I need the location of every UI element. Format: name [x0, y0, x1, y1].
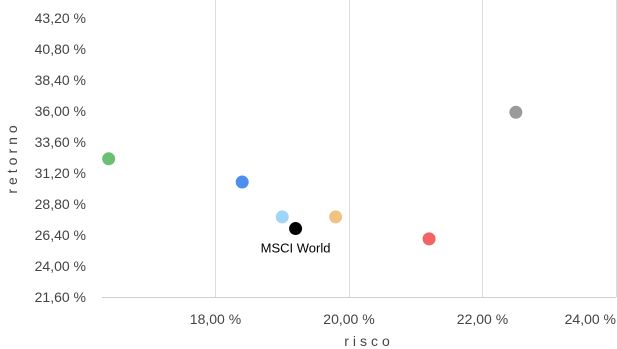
y-axis-ticks: 21,60 % 24,00 % 26,40 % 28,80 % 31,20 % 33,60…	[35, 10, 86, 305]
y-tick-label: 40,80 %	[35, 41, 86, 57]
x-tick-label: 18,00 %	[190, 311, 241, 327]
y-tick-label: 38,40 %	[35, 72, 86, 88]
data-point[interactable]	[509, 105, 523, 119]
data-point[interactable]	[422, 232, 436, 246]
data-points	[102, 105, 523, 246]
data-point[interactable]	[289, 222, 303, 236]
data-point-label: MSCI World	[261, 241, 331, 256]
point-labels: MSCI World	[261, 241, 331, 256]
y-tick-label: 28,80 %	[35, 196, 86, 212]
data-point[interactable]	[102, 152, 116, 166]
x-tick-label: 22,00 %	[457, 311, 508, 327]
data-point[interactable]	[329, 210, 343, 224]
x-axis-title: risco	[344, 333, 394, 349]
y-tick-label: 43,20 %	[35, 10, 86, 26]
y-tick-label: 26,40 %	[35, 227, 86, 243]
y-tick-label: 24,00 %	[35, 258, 86, 274]
x-tick-label: 24,00 %	[565, 311, 616, 327]
data-point[interactable]	[235, 175, 249, 189]
y-tick-label: 33,60 %	[35, 134, 86, 150]
x-axis-ticks: 18,00 % 20,00 % 22,00 % 24,00 %	[190, 311, 616, 327]
data-point[interactable]	[275, 210, 289, 224]
y-axis-title: retorno	[4, 121, 20, 193]
x-tick-label: 20,00 %	[323, 311, 374, 327]
y-tick-label: 21,60 %	[35, 289, 86, 305]
y-tick-label: 31,20 %	[35, 165, 86, 181]
y-tick-label: 36,00 %	[35, 103, 86, 119]
